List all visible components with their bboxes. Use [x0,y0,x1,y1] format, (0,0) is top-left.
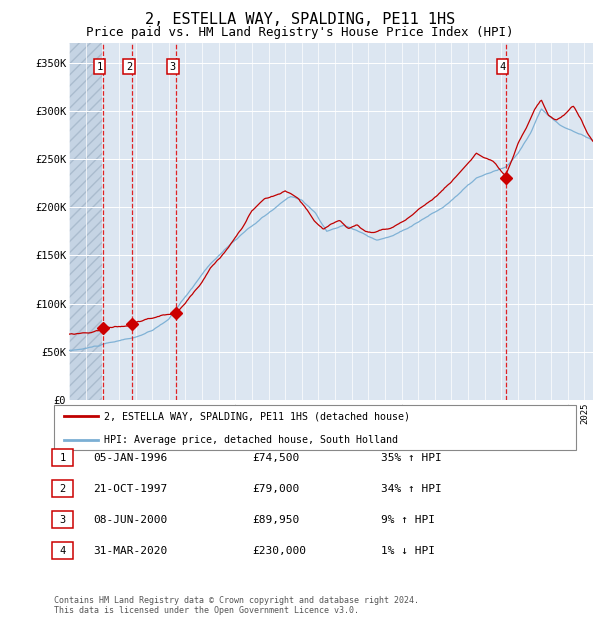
Text: 2: 2 [59,484,65,494]
Text: 21-OCT-1997: 21-OCT-1997 [93,484,167,494]
Text: 3: 3 [59,515,65,525]
Text: 1% ↓ HPI: 1% ↓ HPI [381,546,435,556]
Text: £230,000: £230,000 [252,546,306,556]
Bar [69,43,103,400]
Text: 3: 3 [170,61,176,71]
Text: 9% ↑ HPI: 9% ↑ HPI [381,515,435,525]
Text: HPI: Average price, detached house, South Holland: HPI: Average price, detached house, Sout… [104,435,398,445]
Text: £74,500: £74,500 [252,453,299,463]
Text: 1: 1 [59,453,65,463]
Text: £89,950: £89,950 [252,515,299,525]
Text: 31-MAR-2020: 31-MAR-2020 [93,546,167,556]
Text: Price paid vs. HM Land Registry's House Price Index (HPI): Price paid vs. HM Land Registry's House … [86,26,514,39]
Text: Contains HM Land Registry data © Crown copyright and database right 2024.
This d: Contains HM Land Registry data © Crown c… [54,596,419,615]
Text: 2, ESTELLA WAY, SPALDING, PE11 1HS (detached house): 2, ESTELLA WAY, SPALDING, PE11 1HS (deta… [104,411,410,421]
Text: 34% ↑ HPI: 34% ↑ HPI [381,484,442,494]
Text: 4: 4 [59,546,65,556]
Text: 4: 4 [499,61,506,71]
Text: 2: 2 [126,61,133,71]
Text: 2, ESTELLA WAY, SPALDING, PE11 1HS: 2, ESTELLA WAY, SPALDING, PE11 1HS [145,12,455,27]
Text: 35% ↑ HPI: 35% ↑ HPI [381,453,442,463]
Text: 08-JUN-2000: 08-JUN-2000 [93,515,167,525]
Text: £79,000: £79,000 [252,484,299,494]
Text: 1: 1 [97,61,103,71]
Text: 05-JAN-1996: 05-JAN-1996 [93,453,167,463]
